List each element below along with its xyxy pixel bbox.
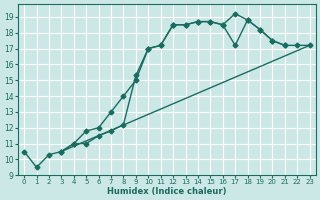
X-axis label: Humidex (Indice chaleur): Humidex (Indice chaleur) (107, 187, 227, 196)
